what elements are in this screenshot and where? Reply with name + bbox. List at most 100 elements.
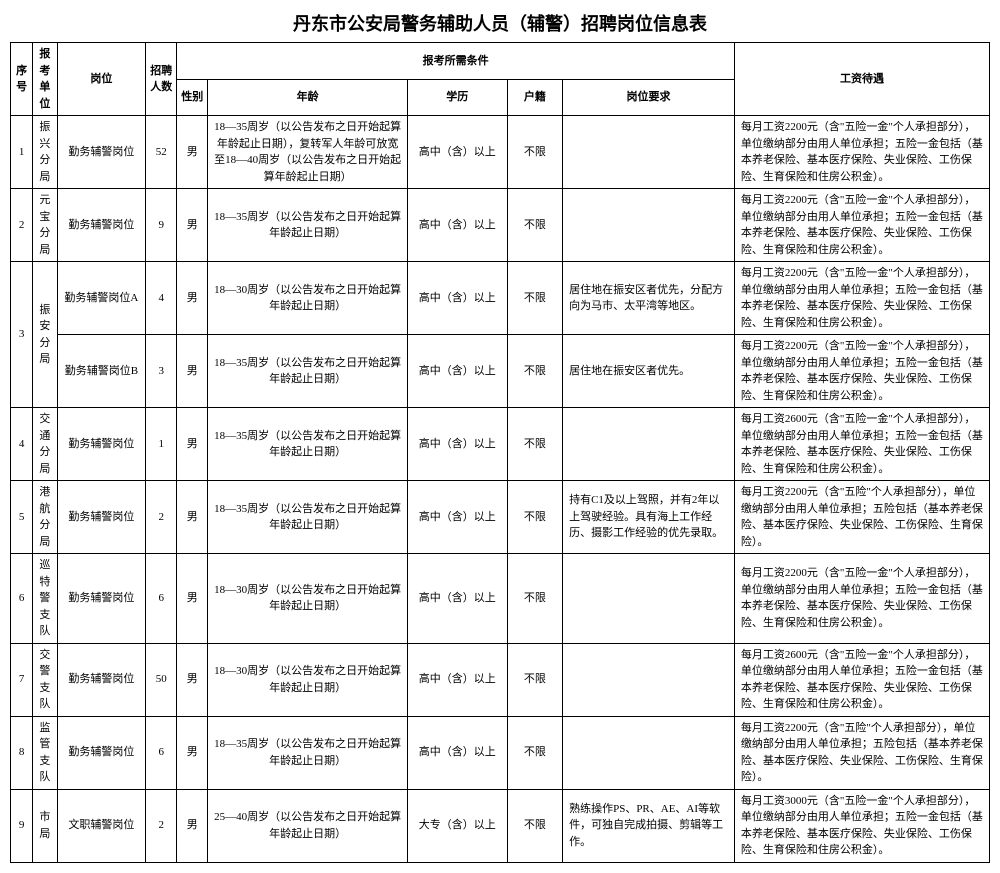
cell: 男 (177, 189, 208, 262)
cell: 居住地在振安区者优先，分配方向为马市、太平湾等地区。 (563, 262, 735, 335)
cell: 18—35周岁（以公告发布之日开始起算年龄起止日期） (208, 716, 408, 789)
cell: 男 (177, 335, 208, 408)
cell (563, 189, 735, 262)
cell: 2 (11, 189, 33, 262)
cell: 男 (177, 408, 208, 481)
cell: 每月工资2200元（含"五险一金"个人承担部分），单位缴纳部分由用人单位承担；五… (734, 262, 989, 335)
cell: 男 (177, 262, 208, 335)
table-row: 2元宝分局勤务辅警岗位9男18—35周岁（以公告发布之日开始起算年龄起止日期）高… (11, 189, 990, 262)
cell: 每月工资3000元（含"五险一金"个人承担部分），单位缴纳部分由用人单位承担；五… (734, 789, 989, 862)
cell: 勤务辅警岗位A (57, 262, 146, 335)
cell: 1 (11, 116, 33, 189)
cell: 18—35周岁（以公告发布之日开始起算年龄起止日期） (208, 189, 408, 262)
cell: 男 (177, 481, 208, 554)
cell: 不限 (507, 716, 562, 789)
table-head: 序号 报考单位 岗位 招聘人数 报考所需条件 工资待遇 性别 年龄 学历 户籍 … (11, 43, 990, 116)
table-row: 勤务辅警岗位B3男18—35周岁（以公告发布之日开始起算年龄起止日期）高中（含）… (11, 335, 990, 408)
cell: 不限 (507, 189, 562, 262)
cell: 高中（含）以上 (407, 408, 507, 481)
cell (563, 716, 735, 789)
cell: 男 (177, 789, 208, 862)
cell: 高中（含）以上 (407, 116, 507, 189)
cell: 每月工资2600元（含"五险一金"个人承担部分），单位缴纳部分由用人单位承担；五… (734, 643, 989, 716)
cell: 9 (11, 789, 33, 862)
table-body: 1振兴分局勤务辅警岗位52男18—35周岁（以公告发布之日开始起算年龄起止日期）… (11, 116, 990, 863)
cell: 勤务辅警岗位 (57, 643, 146, 716)
cell: 每月工资2200元（含"五险"个人承担部分），单位缴纳部分由用人单位承担；五险包… (734, 716, 989, 789)
cell: 熟练操作PS、PR、AE、AI等软件，可独自完成拍摄、剪辑等工作。 (563, 789, 735, 862)
cell: 18—35周岁（以公告发布之日开始起算年龄起止日期） (208, 408, 408, 481)
cell: 文职辅警岗位 (57, 789, 146, 862)
unit-cell: 监管支队 (33, 716, 57, 789)
cell (563, 554, 735, 644)
table-row: 9市局文职辅警岗位2男25—40周岁（以公告发布之日开始起算年龄起止日期）大专（… (11, 789, 990, 862)
cell: 每月工资2200元（含"五险一金"个人承担部分），单位缴纳部分由用人单位承担；五… (734, 189, 989, 262)
cell: 高中（含）以上 (407, 262, 507, 335)
cell: 高中（含）以上 (407, 716, 507, 789)
th-sex: 性别 (177, 79, 208, 116)
cell: 持有C1及以上驾照，并有2年以上驾驶经验。具有海上工作经历、摄影工作经验的优先录… (563, 481, 735, 554)
unit-cell: 交警支队 (33, 643, 57, 716)
th-idx: 序号 (11, 43, 33, 116)
cell: 勤务辅警岗位 (57, 408, 146, 481)
cell: 高中（含）以上 (407, 481, 507, 554)
unit-cell: 交通分局 (33, 408, 57, 481)
cell: 男 (177, 554, 208, 644)
unit-cell: 巡特警支队 (33, 554, 57, 644)
th-salary: 工资待遇 (734, 43, 989, 116)
cell: 4 (11, 408, 33, 481)
cell: 男 (177, 116, 208, 189)
cell: 3 (146, 335, 177, 408)
cell: 6 (11, 554, 33, 644)
unit-cell: 市局 (33, 789, 57, 862)
table-row: 4交通分局勤务辅警岗位1男18—35周岁（以公告发布之日开始起算年龄起止日期）高… (11, 408, 990, 481)
cell: 18—30周岁（以公告发布之日开始起算年龄起止日期） (208, 643, 408, 716)
table-row: 3振安分局勤务辅警岗位A4男18—30周岁（以公告发布之日开始起算年龄起止日期）… (11, 262, 990, 335)
cell: 9 (146, 189, 177, 262)
unit-cell: 振兴分局 (33, 116, 57, 189)
th-cond: 报考所需条件 (177, 43, 735, 80)
cell: 居住地在振安区者优先。 (563, 335, 735, 408)
cell: 2 (146, 789, 177, 862)
cell: 18—35周岁（以公告发布之日开始起算年龄起止日期） (208, 481, 408, 554)
th-unit: 报考单位 (33, 43, 57, 116)
cell: 勤务辅警岗位 (57, 554, 146, 644)
unit-cell: 港航分局 (33, 481, 57, 554)
table-row: 7交警支队勤务辅警岗位50男18—30周岁（以公告发布之日开始起算年龄起止日期）… (11, 643, 990, 716)
cell: 高中（含）以上 (407, 643, 507, 716)
cell (563, 643, 735, 716)
page-title: 丹东市公安局警务辅助人员（辅警）招聘岗位信息表 (10, 10, 990, 36)
cell: 3 (11, 262, 33, 408)
th-req: 岗位要求 (563, 79, 735, 116)
cell: 不限 (507, 408, 562, 481)
cell: 勤务辅警岗位 (57, 189, 146, 262)
cell: 勤务辅警岗位 (57, 116, 146, 189)
cell: 18—35周岁（以公告发布之日开始起算年龄起止日期） (208, 335, 408, 408)
cell: 18—30周岁（以公告发布之日开始起算年龄起止日期） (208, 262, 408, 335)
th-hukou: 户籍 (507, 79, 562, 116)
cell: 勤务辅警岗位 (57, 481, 146, 554)
cell: 高中（含）以上 (407, 189, 507, 262)
cell: 高中（含）以上 (407, 554, 507, 644)
job-table: 序号 报考单位 岗位 招聘人数 报考所需条件 工资待遇 性别 年龄 学历 户籍 … (10, 42, 990, 863)
cell: 18—35周岁（以公告发布之日开始起算年龄起止日期），复转军人年龄可放宽至18—… (208, 116, 408, 189)
cell: 每月工资2200元（含"五险一金"个人承担部分），单位缴纳部分由用人单位承担；五… (734, 335, 989, 408)
table-row: 1振兴分局勤务辅警岗位52男18—35周岁（以公告发布之日开始起算年龄起止日期）… (11, 116, 990, 189)
cell: 8 (11, 716, 33, 789)
cell: 6 (146, 716, 177, 789)
cell: 不限 (507, 554, 562, 644)
cell: 52 (146, 116, 177, 189)
cell: 25—40周岁（以公告发布之日开始起算年龄起止日期） (208, 789, 408, 862)
th-edu: 学历 (407, 79, 507, 116)
table-row: 5港航分局勤务辅警岗位2男18—35周岁（以公告发布之日开始起算年龄起止日期）高… (11, 481, 990, 554)
cell: 勤务辅警岗位 (57, 716, 146, 789)
table-row: 6巡特警支队勤务辅警岗位6男18—30周岁（以公告发布之日开始起算年龄起止日期）… (11, 554, 990, 644)
cell: 每月工资2600元（含"五险一金"个人承担部分），单位缴纳部分由用人单位承担；五… (734, 408, 989, 481)
unit-cell: 元宝分局 (33, 189, 57, 262)
cell: 每月工资2200元（含"五险"个人承担部分），单位缴纳部分由用人单位承担；五险包… (734, 481, 989, 554)
cell (563, 116, 735, 189)
cell: 6 (146, 554, 177, 644)
cell: 男 (177, 643, 208, 716)
unit-cell: 振安分局 (33, 262, 57, 408)
cell: 男 (177, 716, 208, 789)
